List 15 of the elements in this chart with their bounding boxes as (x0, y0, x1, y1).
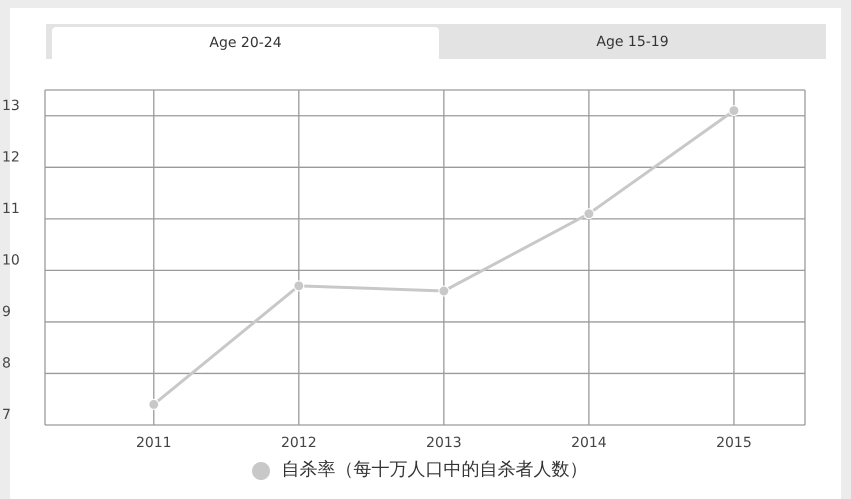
x-tick-label: 2014 (571, 434, 607, 451)
x-tick-label: 2013 (426, 434, 462, 451)
x-tick-label: 2015 (716, 434, 752, 451)
y-tick-label: 13 (2, 98, 20, 114)
x-tick-label: 2012 (280, 434, 317, 451)
text: Age 20-24 (52, 27, 439, 59)
text: Age 15-19 (595, 32, 670, 52)
y-tick-label: 12 (2, 149, 20, 166)
y-tick-label: 11 (2, 200, 20, 217)
y-tick-label: 9 (2, 304, 11, 320)
y-tick-label: 7 (2, 407, 11, 423)
y-tick-label: 10 (2, 252, 20, 268)
y-tick-label: 8 (2, 355, 11, 372)
legend-label: 自杀率（每十万人口中的自杀者人数） (282, 459, 588, 480)
x-tick-label: 2011 (136, 434, 172, 451)
